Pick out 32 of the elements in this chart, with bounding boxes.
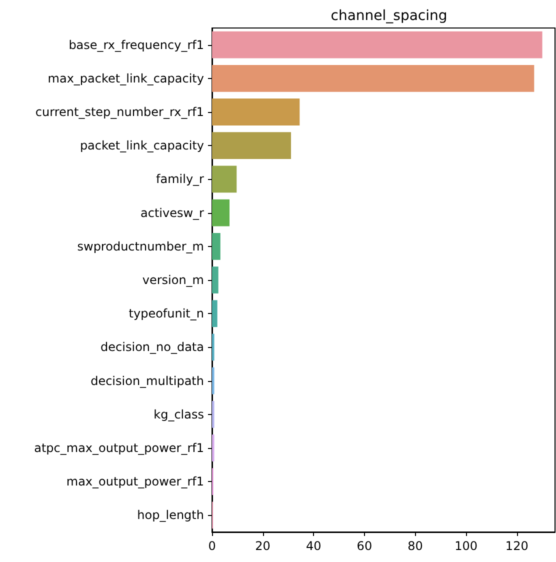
y-tick-label: kg_class (154, 407, 204, 422)
chart-title: channel_spacing (330, 8, 448, 24)
bar (212, 31, 542, 58)
y-tick-label: decision_no_data (100, 340, 204, 354)
y-tick-label: hop_length (137, 508, 204, 522)
y-tick-label: current_step_number_rx_rf1 (35, 105, 204, 119)
bar (212, 300, 218, 328)
y-tick-label: base_rx_frequency_rf1 (68, 38, 204, 52)
bar (212, 98, 300, 126)
y-tick-label: version_m (142, 273, 204, 287)
x-tick-label: 20 (255, 539, 270, 553)
x-tick-label: 60 (356, 539, 372, 553)
y-tick-label: swproductnumber_m (77, 239, 204, 254)
x-tick-label: 40 (306, 539, 322, 553)
x-tick-label: 80 (408, 539, 423, 553)
x-tick-label: 100 (454, 539, 478, 553)
x-tick-label: 120 (505, 539, 528, 553)
bar (212, 166, 237, 193)
x-tick-label: 0 (208, 539, 216, 553)
bar (212, 64, 534, 92)
bar (212, 266, 218, 294)
y-tick-label: atpc_max_output_power_rf1 (34, 441, 204, 455)
y-tick-label: packet_link_capacity (80, 138, 204, 153)
y-tick-label: family_r (156, 172, 204, 186)
bar (212, 132, 292, 160)
y-tick-label: typeofunit_n (128, 306, 204, 321)
y-tick-label: max_output_power_rf1 (66, 474, 204, 489)
y-tick-label: activesw_r (140, 206, 204, 220)
y-tick-label: decision_multipath (90, 374, 204, 388)
bar (212, 232, 220, 260)
y-tick-label: max_packet_link_capacity (48, 71, 204, 86)
bar (212, 199, 230, 226)
